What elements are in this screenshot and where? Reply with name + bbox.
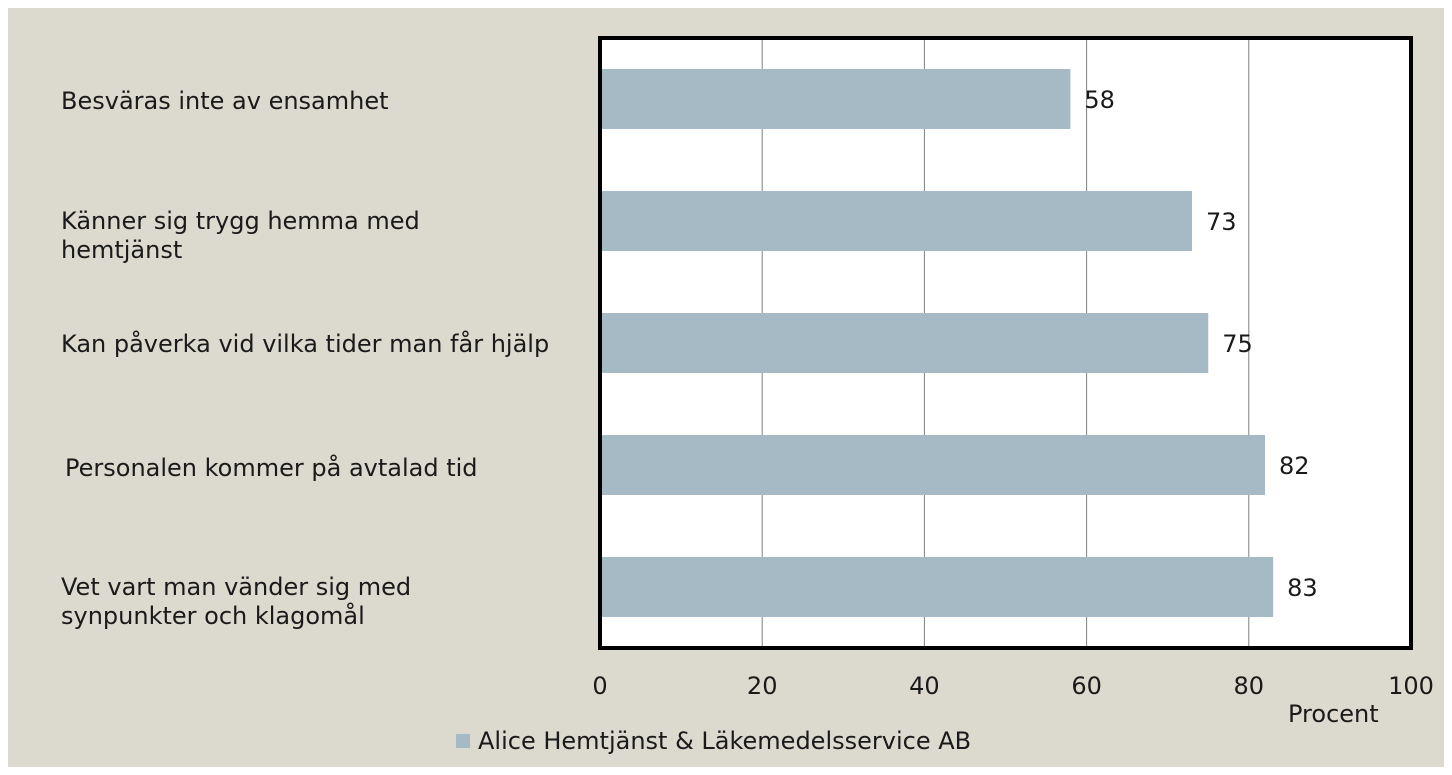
data-label-2: 73 (1206, 208, 1237, 236)
x-tick-label-100: 100 (1388, 672, 1434, 700)
legend-swatch (456, 734, 470, 748)
data-label-3: 75 (1222, 330, 1253, 358)
legend-label: Alice Hemtjänst & Läkemedelsservice AB (478, 727, 972, 755)
category-label-3: Kan påverka vid vilka tider man får hjäl… (61, 330, 550, 358)
data-label-4: 82 (1279, 452, 1310, 480)
chart-container: 58 73 75 82 83 0 20 40 60 80 100 Besväras inte av … (8, 8, 1444, 767)
category-label-4: Personalen kommer på avtalad tid (65, 454, 478, 482)
data-label-1: 58 (1084, 86, 1115, 114)
category-label-2: Känner sig trygg hemma med hemtjänst (61, 207, 420, 264)
bar-2 (600, 191, 1193, 251)
bar-chart-svg: 58 73 75 82 83 0 20 40 60 80 100 (592, 36, 1434, 700)
legend: Alice Hemtjänst & Läkemedelsservice AB (456, 726, 971, 756)
bar-1 (600, 69, 1071, 129)
plot-border (598, 36, 1413, 650)
bar-4 (600, 435, 1266, 495)
category-label-1: Besväras inte av ensamhet (61, 87, 389, 115)
x-tick-label-20: 20 (747, 672, 778, 700)
category-label-5: Vet vart man vänder sig med synpunkter o… (61, 573, 412, 630)
bar-3 (600, 313, 1209, 373)
x-tick-label-60: 60 (1071, 672, 1102, 700)
data-label-5: 83 (1287, 574, 1318, 602)
x-axis-title: Procent (1288, 700, 1379, 728)
bar-5 (600, 557, 1274, 617)
x-tick-label-80: 80 (1234, 672, 1265, 700)
x-tick-label-0: 0 (592, 672, 607, 700)
x-tick-label-40: 40 (909, 672, 940, 700)
